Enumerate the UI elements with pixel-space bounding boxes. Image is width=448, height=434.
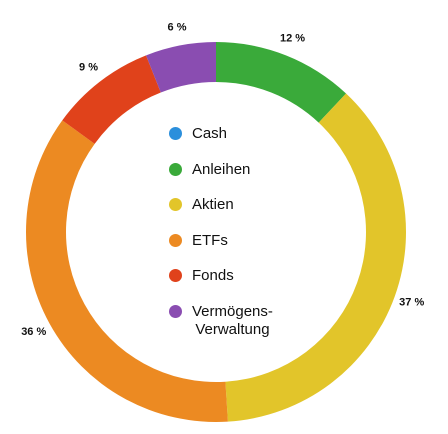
- donut-slice: [25, 120, 228, 422]
- legend-item: Cash: [169, 125, 227, 143]
- legend-item: Fonds: [169, 267, 234, 285]
- donut-slice: [216, 42, 347, 123]
- legend-label: Vermögens- Verwaltung: [192, 303, 273, 338]
- donut-slice: [225, 93, 407, 422]
- value-label: 36 %: [21, 326, 46, 338]
- legend-label: Aktien: [192, 196, 234, 214]
- legend-label: Anleihen: [192, 160, 251, 178]
- legend-label: Fonds: [192, 267, 234, 285]
- donut-slice: [146, 42, 216, 93]
- legend-swatch: [169, 162, 182, 176]
- legend-label: Cash: [192, 125, 228, 142]
- legend-label: ETFs: [192, 231, 228, 249]
- legend-swatch: [169, 198, 182, 212]
- value-label: 37 %: [399, 296, 424, 308]
- legend-item: Vermögens- Verwaltung: [169, 303, 273, 339]
- value-label: 6 %: [168, 22, 187, 34]
- legend-item: ETFs: [169, 232, 228, 250]
- legend-swatch: [169, 269, 182, 283]
- legend-swatch: [169, 305, 182, 318]
- value-label: 9 %: [79, 62, 98, 74]
- legend-swatch: [169, 233, 182, 247]
- legend-item: Anleihen: [169, 161, 250, 179]
- legend-swatch: [169, 127, 182, 140]
- donut-slice: [62, 55, 161, 144]
- value-label: 12 %: [280, 33, 305, 45]
- legend-item: Aktien: [169, 196, 234, 214]
